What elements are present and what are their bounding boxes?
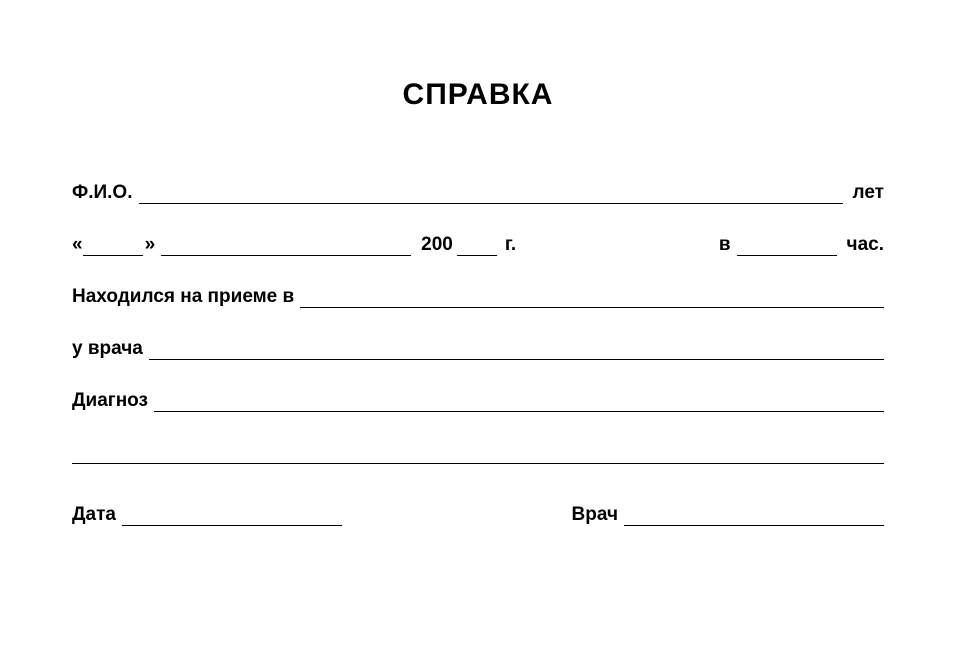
row-fio: Ф.И.О. лет	[72, 182, 884, 204]
quote-close: »	[143, 234, 162, 256]
group-doctor: Врач	[572, 504, 884, 526]
label-diagnosis: Диагноз	[72, 390, 154, 412]
quote-open: «	[72, 234, 83, 256]
label-appointment: Находился на приеме в	[72, 286, 300, 308]
field-day[interactable]	[83, 234, 143, 256]
form-title: СПРАВКА	[72, 78, 884, 112]
label-doctor: Врач	[572, 504, 624, 526]
field-year-suffix[interactable]	[457, 234, 497, 256]
label-hours: час.	[837, 234, 884, 256]
label-years: лет	[843, 182, 884, 204]
field-fio[interactable]	[139, 182, 843, 204]
row-signature: Дата Врач	[72, 504, 884, 526]
field-diagnosis-line2[interactable]	[72, 442, 884, 464]
field-date[interactable]	[122, 504, 342, 526]
label-year-prefix: 200	[411, 234, 457, 256]
group-date: Дата	[72, 504, 342, 526]
field-doctor[interactable]	[624, 504, 884, 526]
label-date: Дата	[72, 504, 122, 526]
field-appointment[interactable]	[300, 286, 884, 308]
field-month[interactable]	[161, 234, 411, 256]
row-date-time: « » 200 г. в час.	[72, 234, 884, 256]
row-diagnosis: Диагноз	[72, 390, 884, 412]
label-year-abbr: г.	[497, 234, 516, 256]
field-hour[interactable]	[737, 234, 837, 256]
field-doctor-at[interactable]	[149, 338, 884, 360]
label-at: в	[719, 234, 737, 256]
label-doctor-at: у врача	[72, 338, 149, 360]
row-appointment: Находился на приеме в	[72, 286, 884, 308]
certificate-form: СПРАВКА Ф.И.О. лет « » 200 г. в час. Нах…	[0, 0, 956, 596]
row-doctor-at: у врача	[72, 338, 884, 360]
field-diagnosis[interactable]	[154, 390, 884, 412]
label-fio: Ф.И.О.	[72, 182, 139, 204]
